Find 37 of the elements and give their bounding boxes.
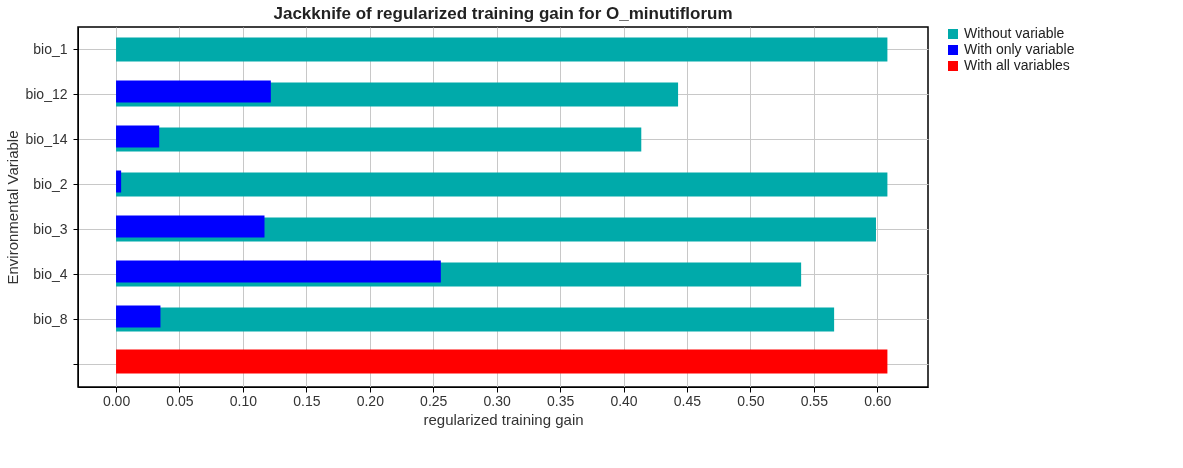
x-tick-label: 0.40 (610, 392, 638, 409)
x-tick-label: 0.30 (483, 392, 511, 409)
bar (116, 127, 642, 152)
bar (116, 215, 265, 238)
y-tick-label: bio_14 (25, 130, 68, 147)
x-axis-title: regularized training gain (423, 410, 584, 428)
y-tick-label: bio_2 (33, 175, 68, 192)
x-tick-label: 0.50 (737, 392, 765, 409)
bar (116, 260, 441, 283)
legend-label: With only variable (964, 41, 1075, 57)
bar (116, 125, 160, 148)
y-tick-label: bio_1 (33, 40, 68, 57)
y-tick-label: bio_3 (33, 220, 68, 237)
y-tick-label: bio_8 (33, 310, 68, 327)
bar (116, 349, 888, 374)
bar (116, 170, 122, 193)
y-axis-title: Environmental Variable (4, 130, 22, 285)
chart-title: Jackknife of regularized training gain for O_minutiflorum (273, 4, 733, 23)
bar (116, 37, 888, 62)
x-tick-label: 0.35 (546, 392, 575, 409)
bar (116, 80, 271, 103)
legend-label: Without variable (964, 25, 1065, 41)
legend-label: With all variables (964, 57, 1070, 73)
x-tick-label: 0.60 (864, 392, 892, 409)
x-tick-label: 0.10 (229, 392, 258, 409)
y-tick-label: bio_12 (25, 85, 68, 102)
x-tick-label: 0.20 (356, 392, 385, 409)
y-tick-label: bio_4 (33, 265, 68, 282)
bar (116, 305, 161, 328)
x-tick-label: 0.55 (800, 392, 829, 409)
x-tick-label: 0.45 (673, 392, 702, 409)
x-tick-label: 0.05 (166, 392, 194, 409)
bar (116, 307, 835, 332)
x-tick-label: 0.15 (293, 392, 321, 409)
bar (116, 172, 888, 197)
x-tick-label: 0.25 (420, 392, 448, 409)
x-tick-label: 0.00 (102, 392, 131, 409)
